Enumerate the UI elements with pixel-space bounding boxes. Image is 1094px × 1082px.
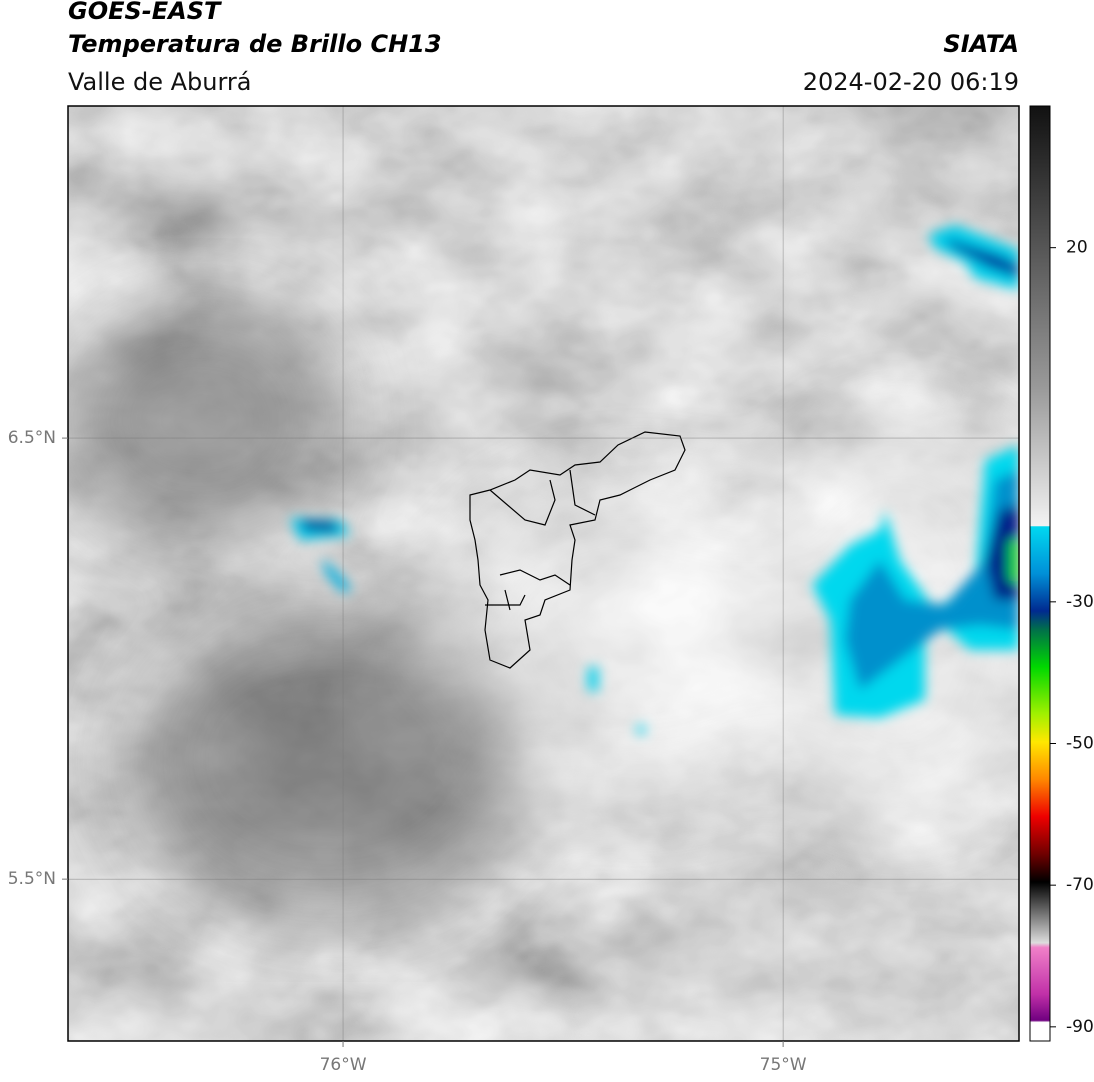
- colorbar-tick-label: -50: [1066, 734, 1094, 754]
- colorbar-tick-label: -70: [1066, 875, 1094, 895]
- y-tick-label: 5.5°N: [8, 869, 56, 889]
- colorbar-tick-label: -90: [1066, 1017, 1094, 1037]
- source: SIATA: [943, 30, 1019, 58]
- title: GOES-EAST: [68, 0, 222, 25]
- subtitle: Temperatura de Brillo CH13: [68, 30, 442, 58]
- colorbar-tick-label: 20: [1066, 238, 1088, 258]
- cloud-tops: [290, 225, 1019, 734]
- colorbar-tick-label: -30: [1066, 592, 1094, 612]
- x-tick-label: 75°W: [760, 1055, 807, 1075]
- x-tick-label: 76°W: [320, 1055, 367, 1075]
- y-tick-label: 6.5°N: [8, 428, 56, 448]
- region: Valle de Aburrá: [68, 68, 252, 96]
- map-image: [68, 106, 1019, 1041]
- datetime: 2024-02-20 06:19: [803, 68, 1019, 96]
- map-frame: [67, 105, 1020, 1042]
- municipal-boundaries: [469, 431, 686, 669]
- colorbar: [1029, 105, 1051, 1042]
- grid: [68, 106, 1019, 1041]
